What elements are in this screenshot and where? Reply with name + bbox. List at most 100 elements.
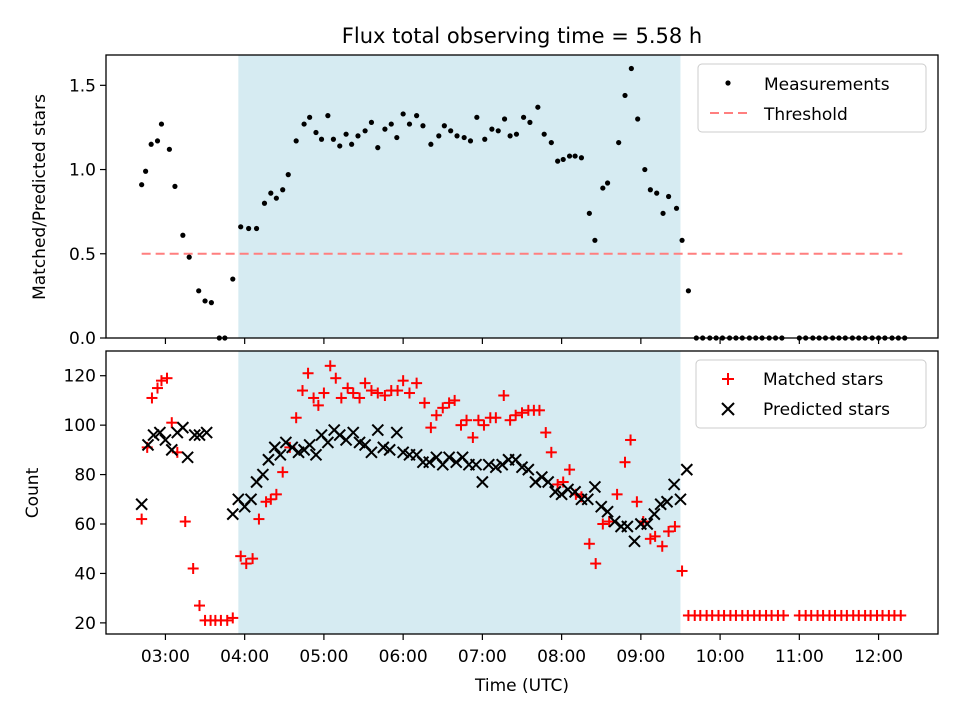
measurement-point (313, 129, 319, 136)
predicted-stars-point (588, 480, 602, 494)
matched-stars-point (419, 397, 431, 409)
measurement-point (600, 185, 606, 191)
matched-stars-point (240, 558, 252, 570)
matched-stars-point (179, 516, 191, 528)
measurement-point (654, 190, 660, 196)
matched-stars-point (625, 434, 637, 446)
predicted-stars-point (303, 438, 316, 452)
matched-stars-point (437, 402, 449, 414)
y-tick-label: 20 (74, 614, 96, 634)
predicted-stars-point (476, 475, 489, 489)
top-y-axis-label: Matched/Predicted stars (30, 94, 50, 300)
matched-stars-point (146, 392, 158, 404)
measurement-point (482, 136, 488, 142)
matched-stars-point (365, 385, 377, 397)
measurement-point (158, 121, 165, 127)
matched-stars-point (265, 493, 277, 505)
predicted-stars-point (482, 458, 495, 471)
matched-stars-point (545, 446, 557, 458)
measurement-point (501, 116, 508, 122)
measurement-point (647, 187, 653, 193)
matched-stars-point (490, 412, 502, 424)
matched-stars-point (603, 516, 615, 528)
matched-stars-point (411, 377, 423, 389)
measurement-point (635, 116, 641, 122)
predicted-stars-point (181, 451, 194, 464)
predicted-stars-point (541, 475, 555, 489)
top-plot-frame (105, 54, 939, 339)
matched-stars-point (510, 409, 522, 421)
matched-stars-point (777, 609, 789, 621)
top-legend-box (697, 63, 927, 133)
matched-stars-point (449, 394, 461, 406)
matched-stars-point (619, 456, 631, 468)
matched-stars-point (270, 488, 282, 500)
matched-stars-point (372, 387, 384, 399)
measurement-point (285, 172, 291, 178)
measurement-point (325, 113, 331, 119)
predicted-stars-point (660, 495, 674, 508)
measurement-point (208, 300, 214, 306)
measurement-point (448, 128, 454, 134)
predicted-stars-point (268, 441, 281, 454)
matched-stars-point (379, 389, 391, 401)
x-tick-label: 09:00 (616, 647, 665, 667)
measurement-point (642, 166, 648, 173)
measurement-point (230, 276, 236, 282)
matched-stars-point (277, 466, 289, 478)
matched-stars-point (194, 600, 206, 612)
measurement-point (301, 121, 307, 127)
predicted-stars-point (193, 428, 206, 442)
predicted-stars-point (640, 517, 654, 531)
matched-stars-point (330, 372, 342, 384)
measurement-point (246, 225, 252, 232)
matched-stars-point (590, 558, 602, 570)
y-tick-label: 0.5 (69, 245, 96, 265)
matched-stars-point (504, 414, 516, 426)
predicted-stars-point (365, 446, 378, 459)
measurement-point (489, 126, 495, 132)
measurement-point (148, 141, 154, 147)
measurement-point (414, 113, 420, 119)
matched-stars-point (308, 392, 320, 404)
measurement-point (541, 131, 547, 137)
matched-stars-point (425, 422, 437, 434)
matched-stars-point (335, 392, 347, 404)
matched-stars-point (290, 412, 302, 424)
measurement-point (238, 224, 244, 230)
predicted-stars-point (153, 426, 167, 439)
predicted-stars-point (274, 448, 287, 462)
measurement-point (202, 298, 208, 304)
bottom-plot-frame (105, 350, 939, 635)
measurement-point (660, 210, 666, 216)
measurement-point (349, 141, 355, 147)
bottom-observing-window (238, 351, 681, 634)
predicted-stars-point (141, 438, 155, 452)
predicted-stars-point (522, 463, 535, 476)
x-tick-label: 11:00 (775, 647, 824, 667)
measurement-point (665, 193, 672, 200)
measurement-point (566, 153, 573, 159)
legend-predicted-label: Predicted stars (763, 400, 890, 420)
x-tick-label: 05:00 (299, 647, 348, 667)
measurement-point (495, 128, 501, 134)
y-tick-label: 1.0 (69, 161, 96, 181)
measurement-point (520, 114, 527, 120)
measurement-point (507, 133, 513, 139)
matched-stars-point (533, 404, 545, 416)
measurement-point (560, 156, 566, 163)
measurement-point (375, 145, 381, 151)
measurement-point (154, 138, 161, 144)
predicted-stars-point (309, 448, 323, 462)
matched-stars-point (669, 520, 681, 532)
measurement-point (436, 133, 442, 139)
predicted-stars-point (226, 507, 239, 521)
matched-stars-point (312, 399, 324, 411)
predicted-stars-point (469, 458, 483, 471)
predicted-stars-point (377, 441, 390, 454)
x-axis-label: Time (UTC) (474, 676, 569, 696)
matched-stars-point (516, 407, 528, 419)
measurement-point (420, 123, 426, 129)
measurement-point (474, 114, 480, 120)
predicted-stars-point (581, 493, 594, 506)
